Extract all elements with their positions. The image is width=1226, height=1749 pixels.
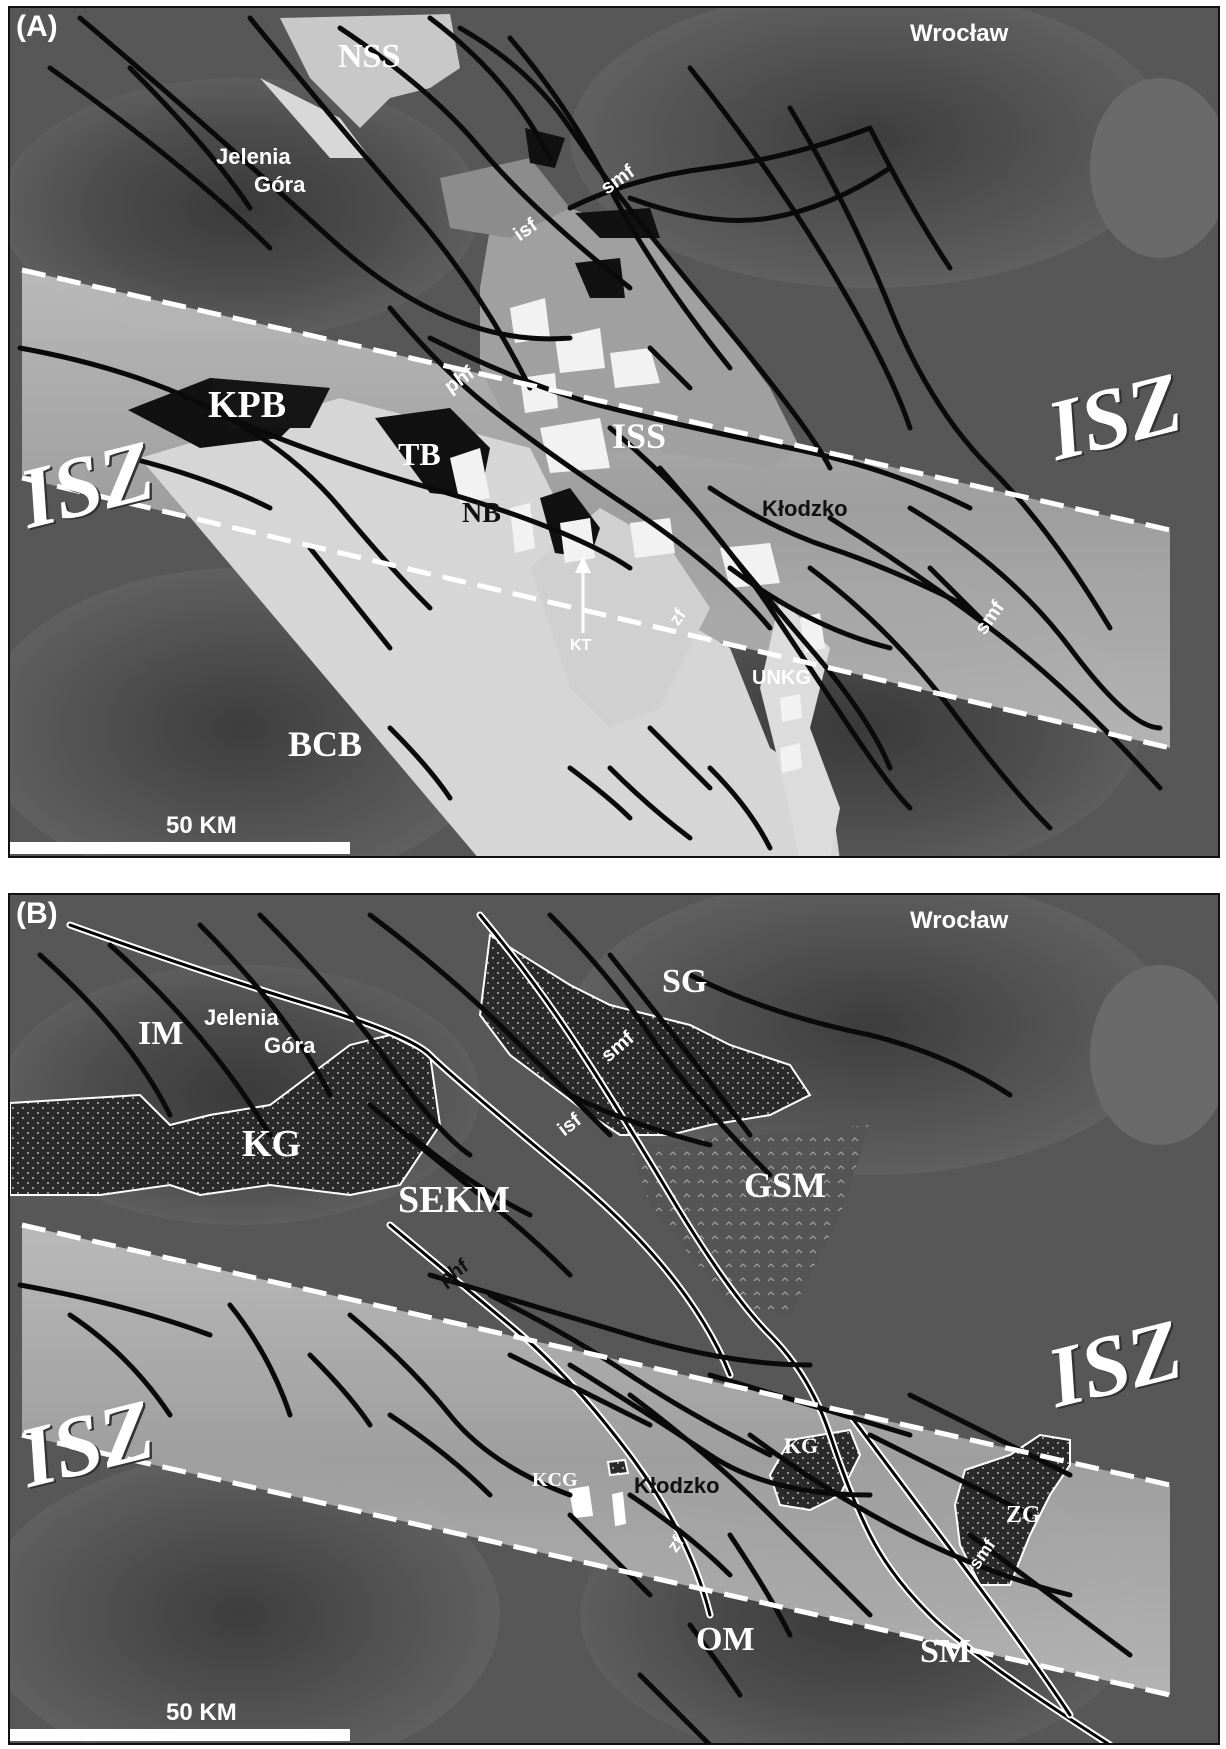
- label-tb: TB: [398, 436, 441, 472]
- label-zg: ZG: [1006, 1502, 1041, 1528]
- city-label-wroclaw: Wrocław: [910, 20, 1009, 47]
- scale-label: 50 KM: [166, 1699, 237, 1726]
- scale-bar: [10, 1729, 350, 1741]
- isz-boundaries: [21, 267, 1171, 751]
- city-label-wroclaw: Wrocław: [910, 907, 1009, 934]
- panel-b-tag: (B): [16, 897, 58, 930]
- label-sm: SM: [920, 1633, 971, 1670]
- iss-basin: [480, 208, 800, 468]
- label-bcb: BCB: [288, 724, 363, 764]
- map-panel-a: (A) Wrocław NSS Jelenia Góra smf isf KPB…: [8, 6, 1220, 858]
- label-klodzko: Kłodzko: [634, 1473, 720, 1498]
- label-kg-mid: KG: [784, 1433, 819, 1458]
- label-om: OM: [696, 1621, 755, 1658]
- dark-basin: [10, 78, 480, 338]
- fault-lines: [17, 912, 1133, 1743]
- label-sekm: SEKM: [398, 1179, 510, 1221]
- kt-arrow: [575, 556, 591, 633]
- label-kt: KT: [570, 637, 592, 654]
- map-panel-b: (B) Wrocław IM Jelenia Góra SG smf KG is…: [8, 893, 1220, 1745]
- nss-basin: [280, 14, 460, 128]
- label-kpb: KPB: [208, 384, 287, 426]
- label-gora: Góra: [254, 172, 306, 197]
- label-gsm: GSM: [744, 1165, 827, 1205]
- scale-label: 50 KM: [166, 812, 237, 839]
- label-kcg: KCG: [532, 1469, 578, 1491]
- label-im: IM: [138, 1015, 184, 1052]
- map-a-graphic: [10, 8, 1218, 856]
- label-sg: SG: [662, 963, 708, 1000]
- map-b-graphic: [10, 895, 1218, 1743]
- isz-band: [22, 1225, 1170, 1695]
- panel-a-tag: (A): [16, 10, 58, 43]
- label-gora: Góra: [264, 1033, 316, 1058]
- label-klodzko: Kłodzko: [762, 496, 848, 521]
- isz-boundaries: [21, 1222, 1171, 1698]
- label-jelenia: Jelenia: [216, 144, 291, 169]
- scale-bar: [10, 842, 350, 854]
- label-nb: NB: [462, 498, 501, 529]
- label-nss: NSS: [338, 38, 401, 75]
- label-kg-left: KG: [242, 1123, 302, 1165]
- label-iss: ISS: [612, 416, 667, 456]
- label-unkg: UNKG: [752, 667, 811, 689]
- kg-granite-left: [10, 1033, 442, 1197]
- gsm-massif: [630, 1125, 870, 1315]
- label-jelenia: Jelenia: [204, 1005, 279, 1030]
